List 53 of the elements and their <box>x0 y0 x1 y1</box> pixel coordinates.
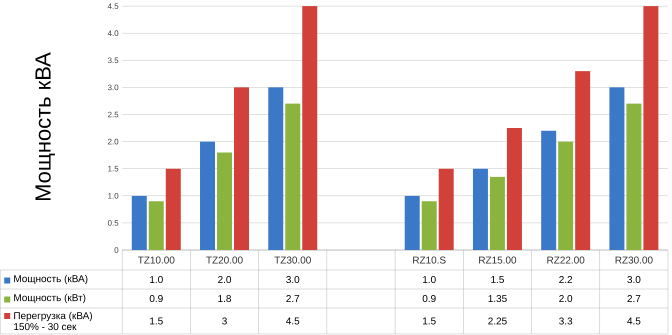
bar <box>490 176 505 250</box>
legend-label: Мощность (кВА) <box>14 274 88 284</box>
x-tick-label: RZ15.00 <box>479 256 516 264</box>
bar <box>302 6 318 250</box>
y-axis-title: Мощность кВА <box>35 52 55 200</box>
bar <box>132 196 147 250</box>
legend-label: Мощность (кВт) <box>14 294 86 304</box>
data-label: 1.0 <box>150 276 163 284</box>
bar <box>643 6 658 250</box>
bar <box>541 130 556 250</box>
bar <box>268 87 284 250</box>
data-label: 2.0 <box>218 276 232 284</box>
data-label: 2.7 <box>627 295 640 302</box>
bar <box>234 87 250 250</box>
data-label: 1.35 <box>488 294 507 302</box>
data-label: 0.9 <box>150 294 163 302</box>
bar <box>575 71 590 250</box>
bar <box>472 168 488 250</box>
x-tick-label: TZ20.00 <box>206 256 243 264</box>
bar <box>422 201 437 250</box>
x-tick-label: RZ10.S <box>413 256 446 264</box>
bar <box>626 104 642 250</box>
data-label: 3.3 <box>559 317 572 325</box>
x-tick-label: TZ10.00 <box>138 256 174 264</box>
data-label: 3.0 <box>627 276 640 284</box>
data-label: 4.5 <box>286 318 300 324</box>
data-label: 4.5 <box>627 318 640 324</box>
bar <box>285 104 300 250</box>
data-label: 1.5 <box>491 276 504 283</box>
data-label: 2.7 <box>286 295 300 302</box>
x-tick-label: RZ22.00 <box>547 256 584 264</box>
bar <box>200 142 216 250</box>
data-label: 3.0 <box>286 276 300 284</box>
data-label: 2.2 <box>559 276 572 283</box>
data-label: 3 <box>222 317 227 325</box>
bar <box>148 201 164 250</box>
data-label: 0.9 <box>422 294 436 302</box>
data-label: 1.5 <box>150 318 163 324</box>
data-label: 2.25 <box>488 317 507 325</box>
bar <box>438 168 454 250</box>
bar <box>506 128 522 250</box>
x-tick-label: TZ30.00 <box>274 256 311 264</box>
data-label: 2.0 <box>559 294 572 302</box>
legend-label: Перегрузка (кВА) 150% - 30 сек <box>14 312 92 330</box>
data-label: 1.0 <box>423 276 436 284</box>
bar <box>166 168 181 250</box>
bar <box>558 142 574 250</box>
bar <box>609 87 624 250</box>
data-label: 1.5 <box>423 318 436 324</box>
x-tick-label: RZ30.00 <box>616 256 653 264</box>
bar <box>404 196 420 250</box>
data-label: 1.8 <box>218 294 232 302</box>
bar <box>217 152 232 250</box>
